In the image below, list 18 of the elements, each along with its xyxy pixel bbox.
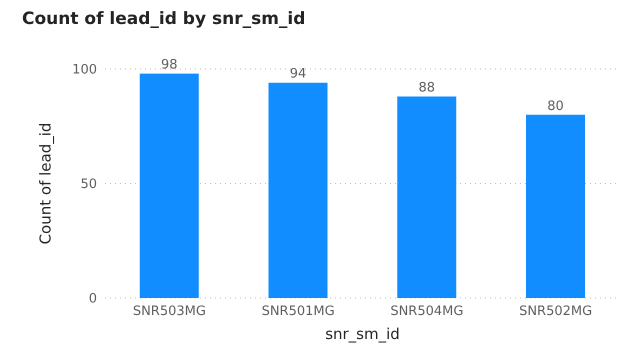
chart-title: Count of lead_id by snr_sm_id <box>22 9 306 29</box>
x-tick-label: SNR502MG <box>519 304 592 320</box>
y-tick-label: 0 <box>88 292 97 307</box>
data-label: 80 <box>547 98 564 114</box>
x-tick-label: SNR503MG <box>132 304 206 320</box>
bar <box>140 74 199 298</box>
bar <box>268 82 328 298</box>
y-axis-title: Count of lead_id <box>36 122 54 244</box>
x-axis-title: snr_sm_id <box>325 325 400 343</box>
data-label: 98 <box>160 58 178 73</box>
y-tick-label: 50 <box>80 177 97 192</box>
data-label: 94 <box>290 66 306 82</box>
x-tick-label: SNR504MG <box>390 304 464 320</box>
y-tick-label: 100 <box>72 62 97 78</box>
data-label: 88 <box>418 80 436 96</box>
x-tick-label: SNR501MG <box>262 304 335 320</box>
bar <box>526 114 586 298</box>
bar <box>397 96 456 298</box>
